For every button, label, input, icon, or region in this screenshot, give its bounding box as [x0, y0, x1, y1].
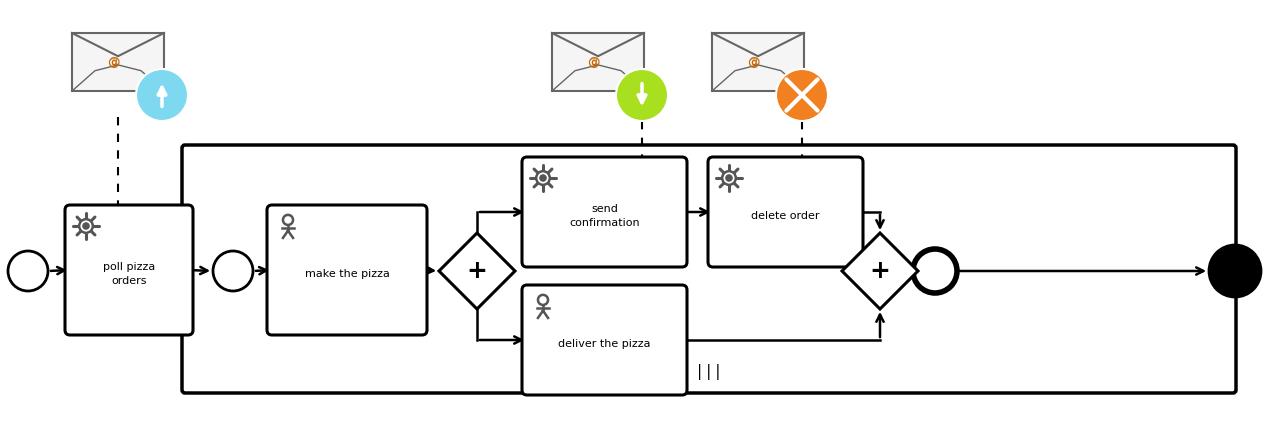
FancyBboxPatch shape [65, 205, 194, 335]
Text: @: @ [106, 56, 119, 69]
Circle shape [283, 215, 294, 225]
FancyBboxPatch shape [712, 33, 804, 91]
Circle shape [8, 251, 47, 291]
Text: make the pizza: make the pizza [305, 269, 390, 279]
FancyBboxPatch shape [522, 285, 687, 395]
FancyBboxPatch shape [267, 205, 427, 335]
Circle shape [913, 249, 956, 293]
FancyBboxPatch shape [182, 145, 1236, 393]
Text: poll pizza
orders: poll pizza orders [103, 262, 155, 285]
Circle shape [79, 219, 92, 233]
Text: +: + [467, 259, 487, 283]
Circle shape [722, 171, 736, 185]
Text: @: @ [587, 56, 599, 69]
Circle shape [615, 69, 668, 121]
Circle shape [540, 175, 546, 181]
FancyBboxPatch shape [708, 157, 863, 267]
Polygon shape [842, 233, 918, 309]
FancyBboxPatch shape [72, 33, 164, 91]
Text: +: + [869, 259, 891, 283]
Text: send
confirmation: send confirmation [569, 205, 640, 228]
Circle shape [538, 295, 547, 305]
Text: |||: ||| [695, 364, 723, 380]
Text: delete order: delete order [751, 211, 819, 221]
Circle shape [1209, 245, 1261, 297]
Circle shape [83, 223, 88, 229]
Circle shape [776, 69, 828, 121]
FancyBboxPatch shape [522, 157, 687, 267]
Circle shape [536, 171, 550, 185]
FancyBboxPatch shape [553, 33, 644, 91]
Text: @: @ [746, 56, 759, 69]
Polygon shape [438, 233, 515, 309]
Circle shape [136, 69, 188, 121]
Text: deliver the pizza: deliver the pizza [558, 339, 651, 349]
Circle shape [726, 175, 732, 181]
Circle shape [213, 251, 253, 291]
